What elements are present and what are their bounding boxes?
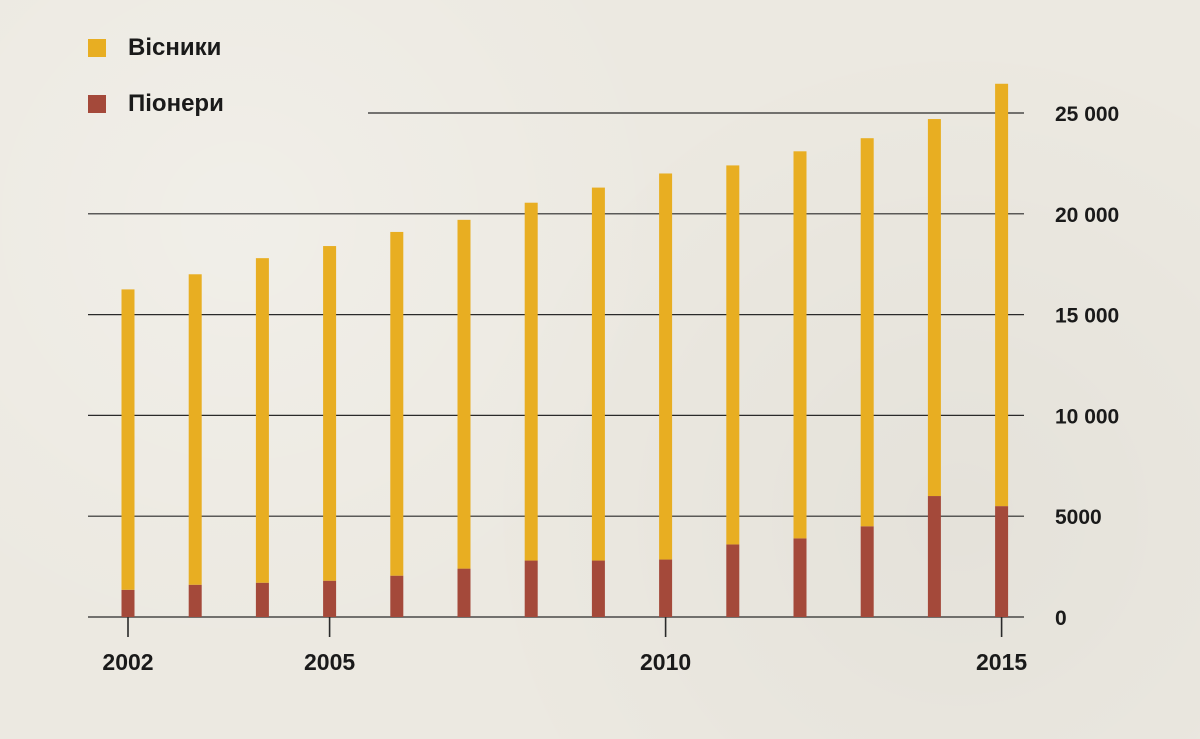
legend-item-visnyky: Вісники xyxy=(88,30,224,66)
legend-swatch-pionery xyxy=(88,95,106,113)
legend-swatch-visnyky xyxy=(88,39,106,57)
y-tick-label: 25 000 xyxy=(1055,103,1119,126)
bar-visnyky-2011 xyxy=(726,165,740,545)
legend-item-pionery: Піонери xyxy=(88,86,224,122)
bar-pionery-2002 xyxy=(121,589,135,617)
bar-visnyky-2010 xyxy=(659,173,673,560)
bar-pionery-2014 xyxy=(927,496,941,617)
x-tick-label: 2005 xyxy=(304,649,355,675)
bar-pionery-2008 xyxy=(524,560,538,617)
y-tick-label: 5000 xyxy=(1055,506,1102,529)
bar-visnyky-2012 xyxy=(793,151,807,539)
bar-pionery-2009 xyxy=(591,560,605,617)
bar-pionery-2011 xyxy=(726,544,740,617)
bar-pionery-2006 xyxy=(390,575,404,617)
bar-visnyky-2007 xyxy=(457,219,471,569)
bar-visnyky-2006 xyxy=(390,231,404,576)
bar-visnyky-2008 xyxy=(524,202,538,561)
y-tick-label: 10 000 xyxy=(1055,405,1119,428)
legend-label-pionery: Піонери xyxy=(128,90,224,117)
x-tick-label: 2002 xyxy=(102,649,153,675)
bar-visnyky-2014 xyxy=(927,119,941,497)
y-tick-label: 0 xyxy=(1055,607,1067,630)
bar-pionery-2003 xyxy=(188,584,202,617)
bar-visnyky-2009 xyxy=(591,187,605,561)
bar-pionery-2005 xyxy=(323,580,337,617)
bar-visnyky-2015 xyxy=(995,83,1009,507)
x-tick-label: 2015 xyxy=(976,649,1027,675)
bar-visnyky-2003 xyxy=(188,274,202,585)
bar-pionery-2012 xyxy=(793,538,807,617)
bar-pionery-2010 xyxy=(659,559,673,617)
bar-pionery-2004 xyxy=(255,582,269,617)
bar-visnyky-2002 xyxy=(121,289,135,590)
legend-label-visnyky: Вісники xyxy=(128,34,222,61)
bar-pionery-2013 xyxy=(860,526,874,617)
y-tick-label: 20 000 xyxy=(1055,204,1119,227)
bar-visnyky-2013 xyxy=(860,138,874,527)
chart-legend: Вісники Піонери xyxy=(88,30,224,142)
bar-pionery-2015 xyxy=(995,506,1009,617)
bar-pionery-2007 xyxy=(457,568,471,617)
bar-visnyky-2005 xyxy=(323,246,337,581)
x-tick-label: 2010 xyxy=(640,649,691,675)
y-tick-label: 15 000 xyxy=(1055,305,1119,328)
bar-visnyky-2004 xyxy=(255,258,269,583)
